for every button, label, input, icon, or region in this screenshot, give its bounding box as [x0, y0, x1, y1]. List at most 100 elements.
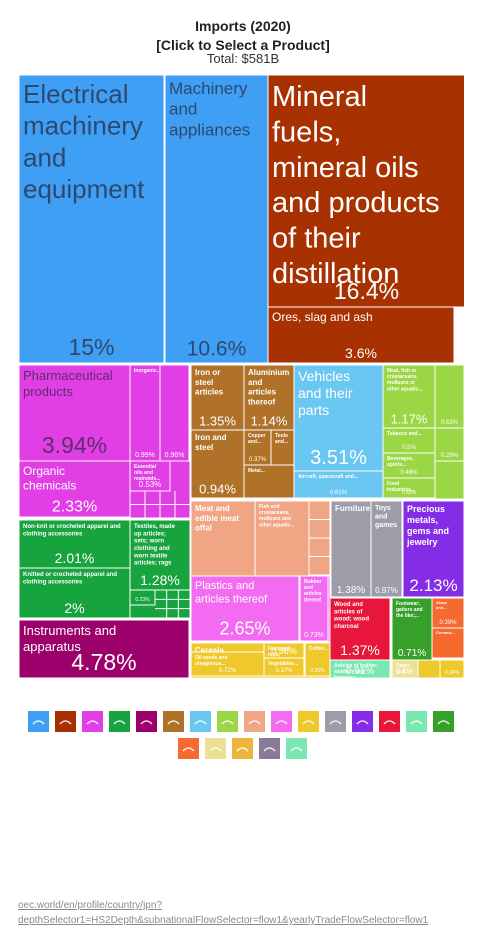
footwear-icon[interactable]: [433, 711, 454, 732]
treemap-tile[interactable]: Beverages,spirits... 0.48%: [382, 452, 436, 479]
treemap-tile-rect[interactable]: [19, 619, 190, 678]
treemap-tile[interactable]: 0.29%: [434, 427, 464, 462]
treemap-tile-rect[interactable]: [431, 597, 464, 629]
treemap-tile-rect[interactable]: [243, 464, 295, 499]
animal-products-icon[interactable]: [244, 711, 265, 732]
misc-icon[interactable]: [178, 738, 199, 759]
treemap-tile-rect[interactable]: [190, 364, 245, 431]
treemap-tile-rect[interactable]: [382, 452, 436, 479]
metals-icon[interactable]: [163, 711, 184, 732]
source-link[interactable]: oec.world/en/profile/country/jpn?depthSe…: [18, 900, 429, 926]
treemap-tile-rect[interactable]: [190, 575, 300, 642]
treemap-tile-rect[interactable]: [129, 460, 171, 492]
treemap-tile-rect[interactable]: [370, 500, 403, 598]
machinery-icon[interactable]: [28, 711, 49, 732]
wood-icon[interactable]: [379, 711, 400, 732]
treemap-tile-rect[interactable]: [19, 75, 165, 364]
treemap-tile[interactable]: 0.24%: [439, 659, 464, 678]
treemap-tile[interactable]: Articles of leather;saddlery andharness;…: [329, 659, 391, 678]
select-product-prompt[interactable]: [Click to Select a Product]: [156, 37, 330, 53]
weapons-icon[interactable]: [259, 738, 280, 759]
instruments-icon[interactable]: [136, 711, 157, 732]
treemap-tile[interactable]: Ceramic...: [431, 627, 464, 659]
treemap-tile-rect[interactable]: [431, 627, 464, 659]
treemap-tile[interactable]: Inorganic... 0.99%: [129, 364, 161, 462]
stone-icon[interactable]: [325, 711, 346, 732]
treemap-tile-rect[interactable]: [190, 651, 265, 677]
treemap-tile-rect[interactable]: [243, 429, 272, 466]
treemap-tile-rect[interactable]: [19, 519, 131, 569]
treemap-tile[interactable]: Metal...: [243, 464, 295, 499]
treemap-tile-rect[interactable]: [330, 500, 372, 598]
treemap-tile-rect[interactable]: [329, 659, 391, 678]
treemap-tile-rect[interactable]: [190, 429, 245, 499]
foodstuffs-icon[interactable]: [298, 711, 319, 732]
treemap-tile[interactable]: 0.96%: [159, 364, 190, 462]
treemap-tile-rect[interactable]: [382, 477, 436, 499]
treemap-tile-rect[interactable]: [263, 657, 305, 677]
treemap-tile-rect[interactable]: [391, 659, 419, 678]
treemap-tile[interactable]: Vegetables...0.37%: [263, 657, 305, 677]
treemap-tile[interactable]: Non-knit or crocheted apparel andclothin…: [19, 519, 131, 569]
treemap-tile[interactable]: Toolsand...: [270, 429, 295, 466]
treemap-tile-rect[interactable]: [439, 659, 464, 678]
treemap-tile-rect[interactable]: [402, 500, 464, 598]
foodstuffs-2-icon[interactable]: [232, 738, 253, 759]
paper-icon[interactable]: [205, 738, 226, 759]
treemap-tile-rect[interactable]: [434, 364, 464, 429]
precious-icon[interactable]: [352, 711, 373, 732]
treemap-chart[interactable]: Electricalmachineryandequipment15%Machin…: [19, 75, 464, 678]
treemap-tile-rect[interactable]: [19, 364, 131, 462]
treemap-tile-rect[interactable]: [267, 75, 464, 308]
textiles-icon[interactable]: [109, 711, 130, 732]
treemap-tile-rect[interactable]: [299, 575, 329, 642]
treemap-tile[interactable]: 0.63%: [434, 364, 464, 429]
treemap-tile-rect[interactable]: [329, 597, 391, 661]
treemap-tile[interactable]: Coffee... 0.26%: [304, 642, 331, 677]
treemap-tile-rect[interactable]: [293, 364, 384, 472]
treemap-tile[interactable]: Knitted or crocheted apparel andclothing…: [19, 567, 131, 619]
mineral-icon[interactable]: [55, 711, 76, 732]
treemap-tile[interactable]: Tobacco and... 0.5%: [382, 427, 436, 454]
treemap-tile-rect[interactable]: [267, 306, 455, 364]
treemap-tile-rect[interactable]: [434, 427, 464, 462]
vehicles-icon[interactable]: [190, 711, 211, 732]
treemap-tile-rect[interactable]: [129, 364, 161, 462]
animal-hides-2-icon[interactable]: [286, 738, 307, 759]
treemap-tile[interactable]: Ores, slag and ash 3.6%: [267, 306, 455, 364]
treemap-tile[interactable]: Aircraft, spacecraft and... 0.61%: [293, 470, 384, 499]
treemap-tile-rect[interactable]: [129, 519, 191, 591]
treemap-tile-rect[interactable]: [164, 75, 269, 364]
treemap-tile-rect[interactable]: [19, 567, 131, 619]
treemap-tile[interactable]: Furniture 1.38%: [330, 500, 372, 598]
treemap-tile[interactable]: 0.23%: [129, 589, 156, 606]
animal-hides-icon[interactable]: [406, 711, 427, 732]
plastics-icon[interactable]: [271, 711, 292, 732]
vegetable-icon[interactable]: [217, 711, 238, 732]
treemap-tile-rect[interactable]: [293, 470, 384, 499]
